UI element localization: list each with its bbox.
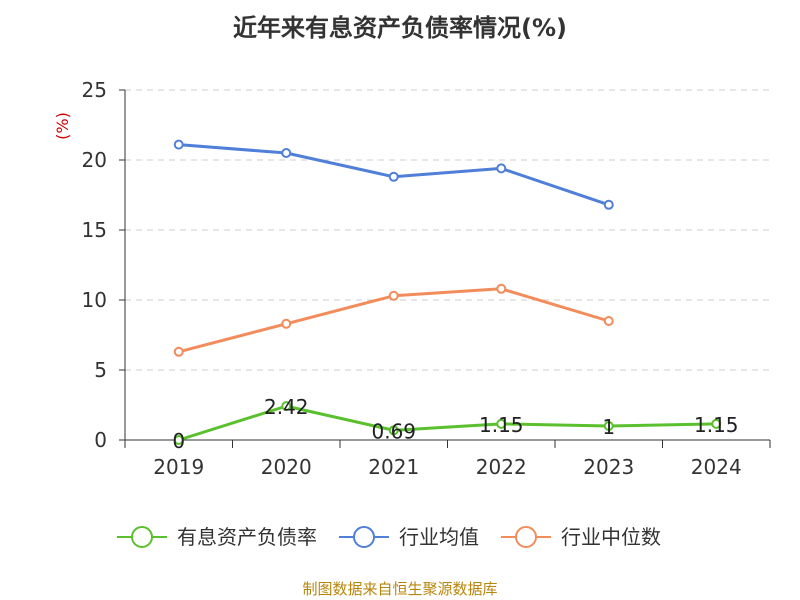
data-point [281,318,292,329]
x-tick-label: 2021 [368,455,419,479]
y-tick-label: 0 [94,428,107,452]
data-label: 2.42 [264,395,309,419]
x-tick-label: 2022 [476,455,527,479]
legend-marker [131,526,153,548]
data-point [173,139,184,150]
legend-marker [515,526,537,548]
data-point [496,418,507,429]
x-tick-label: 2023 [583,455,634,479]
data-point [281,148,292,158]
data-point [388,171,399,182]
legend-label: 行业均值 [399,525,479,549]
y-tick-label: 25 [82,78,107,102]
data-point [388,290,399,301]
data-point [603,199,614,210]
legend-marker [353,526,375,548]
data-label: 1.15 [694,413,739,437]
y-tick-label: 20 [82,148,107,172]
legend-label: 行业中位数 [561,525,661,549]
data-label: 0 [172,429,185,453]
y-tick-label: 5 [94,358,107,382]
data-point [388,425,399,436]
y-axis-label: (%) [53,112,72,140]
y-tick-label: 15 [82,218,107,242]
data-label: 0.69 [371,419,416,443]
data-point [496,163,507,174]
data-point [173,435,184,445]
data-point [496,283,507,294]
x-tick-label: 2019 [153,455,204,479]
legend-label: 有息资产负债率 [177,525,317,549]
source-note: 制图数据来自恒生聚源数据库 [302,580,498,598]
series-line [178,404,717,442]
data-point [281,401,292,412]
data-label: 1 [602,415,615,439]
x-tick-label: 2024 [691,455,742,479]
data-point [711,418,722,429]
data-label: 1.15 [479,413,524,437]
data-point [603,316,614,326]
y-tick-label: 10 [82,288,107,312]
data-point [173,346,184,357]
chart-title: 近年来有息资产负债率情况(%) [233,14,567,42]
data-point [603,421,614,431]
x-tick-label: 2020 [261,455,312,479]
